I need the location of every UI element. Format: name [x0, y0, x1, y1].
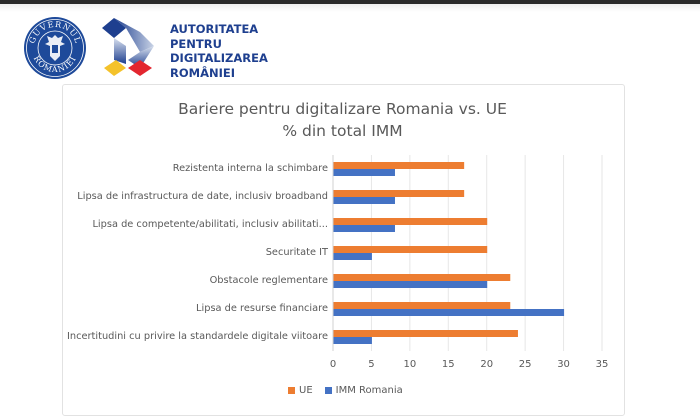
category-label: Obstacole reglementare	[209, 275, 328, 286]
top-shade	[0, 4, 700, 12]
category-label: Lipsa de infrastructura de date, inclusi…	[77, 191, 328, 202]
legend-item-imm-romania: IMM Romania	[324, 385, 403, 396]
category-label: Lipsa de resurse financiare	[196, 303, 328, 314]
adr-logo	[102, 18, 154, 76]
x-tick-label: 25	[518, 359, 532, 370]
bar-ue	[333, 218, 488, 225]
org-name-line: AUTORITATEA	[170, 22, 259, 36]
bar-imm-romania	[333, 169, 395, 176]
bar-ue	[333, 162, 465, 169]
guvernul-romaniei-seal-logo: GUVERNUL ROMÂNIEI	[24, 17, 86, 79]
chart-title-block: Bariere pentru digitalizare Romania vs. …	[62, 98, 623, 142]
category-label: Securitate IT	[265, 247, 328, 258]
bar-ue	[333, 274, 511, 281]
bar-imm-romania	[333, 309, 565, 316]
chart-title: Bariere pentru digitalizare Romania vs. …	[178, 100, 507, 118]
x-tick-label: 30	[557, 359, 570, 370]
x-tick-label: 10	[403, 359, 417, 370]
bar-imm-romania	[333, 225, 395, 232]
x-tick-label: 15	[441, 359, 455, 370]
x-tick-label: 35	[595, 359, 609, 370]
x-tick-label: 0	[329, 359, 337, 370]
legend-item-ue: UE	[288, 385, 313, 396]
legend-swatch-imm-romania	[324, 387, 332, 394]
organization-name: AUTORITATEA PENTRU DIGITALIZAREA ROMÂNIE…	[170, 22, 268, 80]
window-top-bar	[0, 0, 700, 4]
x-tick-label: 20	[480, 359, 494, 370]
bar-ue	[333, 190, 465, 197]
bar-ue	[333, 246, 488, 253]
x-tick-label: 5	[368, 359, 375, 370]
legend-label-ue: UE	[299, 385, 313, 396]
chart-subtitle: % din total IMM	[282, 122, 403, 140]
bar-ue	[333, 302, 511, 309]
legend-label-imm-romania: IMM Romania	[335, 385, 403, 396]
bar-imm-romania	[333, 281, 488, 288]
bar-imm-romania	[333, 197, 395, 204]
bar-imm-romania	[333, 253, 372, 260]
org-name-line: ROMÂNIEI	[170, 65, 236, 80]
category-label: Incertitudini cu privire la standardele …	[67, 331, 328, 342]
category-label: Rezistenta interna la schimbare	[172, 163, 328, 174]
legend-swatch-ue	[288, 387, 295, 394]
bar-imm-romania	[333, 337, 372, 344]
bar-ue	[333, 330, 518, 337]
org-name-line: PENTRU	[170, 36, 222, 51]
chart-legend: UE IMM Romania	[288, 385, 415, 396]
category-label: Lipsa de competente/abilitati, inclusiv …	[92, 219, 328, 230]
org-name-line: DIGITALIZAREA	[170, 51, 268, 65]
